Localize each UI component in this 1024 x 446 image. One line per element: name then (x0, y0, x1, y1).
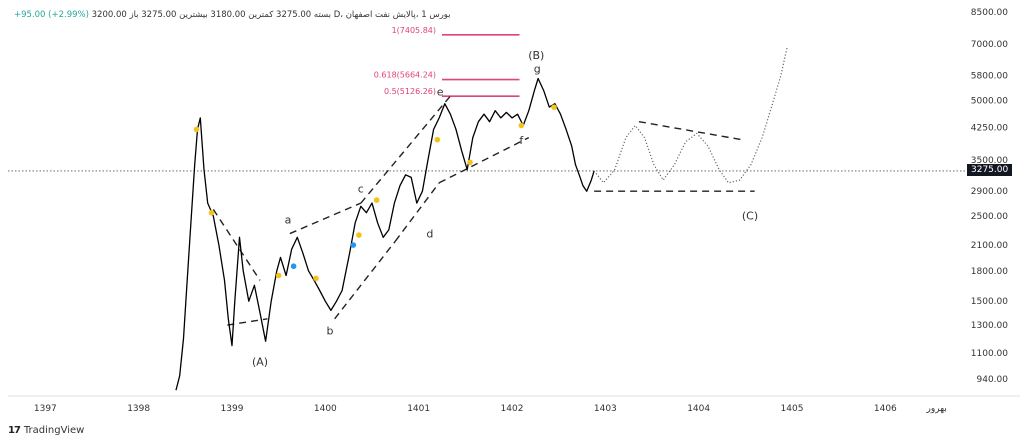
header-symbol: 1 ،پالایش نفت اصفهان (345, 10, 427, 20)
signal-marker (434, 136, 441, 143)
signal-marker (313, 275, 319, 282)
wave-label: (B) (528, 49, 544, 62)
y-tick-label: 940.00 (977, 375, 1009, 385)
header-market: D، بورس (333, 10, 451, 20)
wave-label: a (285, 213, 292, 226)
y-tick-label: 5000.00 (971, 96, 1008, 106)
chart-header: +95.00 (+2.99%) بسته 3275.00 کمترین 3180… (14, 10, 451, 20)
wave-channel-line (438, 136, 530, 184)
wave-label: (A) (252, 356, 268, 369)
x-tick-label: 1401 (407, 404, 430, 414)
price-series-line (175, 77, 595, 391)
signal-marker (208, 209, 215, 216)
wave-channel-line (360, 93, 453, 204)
last-price-badge: 3275.00 (967, 164, 1013, 176)
x-tick-label: 1397 (34, 404, 57, 414)
wave-label: c (358, 182, 364, 195)
y-tick-label: 5800.00 (971, 72, 1008, 82)
header-low: کمترین 3180.00 (210, 10, 274, 20)
x-tick-label: بهرور (926, 404, 947, 414)
signal-marker (193, 126, 200, 133)
header-open: باز 3200.00 (91, 10, 139, 20)
y-tick-label: 3500.00 (971, 156, 1008, 166)
footer: 17 TradingView (8, 425, 84, 436)
wave-label: (C) (742, 209, 758, 222)
y-tick-label: 1300.00 (971, 321, 1008, 331)
signal-marker (518, 122, 525, 129)
x-tick-label: 1403 (594, 404, 617, 414)
y-tick-label: 1100.00 (971, 349, 1008, 359)
signal-marker (356, 232, 362, 238)
y-tick-label: 2900.00 (971, 187, 1008, 197)
x-tick-label: 1399 (221, 404, 244, 414)
signal-marker (551, 104, 557, 110)
y-tick-label: 1500.00 (971, 297, 1008, 307)
wave-channel-line (212, 209, 261, 281)
tradingview-brand: TradingView (23, 425, 85, 436)
wave-label: e (437, 85, 444, 98)
wave-label: g (534, 63, 541, 76)
wave-channel-line (638, 120, 742, 141)
wave-channel-line (394, 182, 440, 242)
header-close: بسته 3275.00 (276, 10, 331, 20)
tradingview-logo-icon: 17 (8, 425, 21, 436)
y-tick-label: 2500.00 (971, 212, 1008, 222)
signal-marker (467, 159, 473, 166)
fib-level-label: 0.618(5664.24) (374, 71, 436, 80)
x-tick-label: 1400 (314, 404, 337, 414)
wave-channel-line (227, 318, 268, 326)
signal-marker (373, 197, 380, 203)
x-tick-label: 1405 (781, 404, 804, 414)
wave-label: d (426, 227, 433, 240)
wave-label: f (519, 134, 524, 147)
fib-level-label: 1(7405.84) (392, 26, 436, 35)
header-high: بیشترین 3275.00 (141, 10, 208, 20)
wave-channel-line (334, 240, 396, 320)
x-tick-label: 1402 (501, 404, 524, 414)
signal-marker (275, 272, 282, 279)
signal-marker (290, 263, 297, 270)
fib-level-label: 0.5(5126.26) (384, 87, 436, 96)
wave-channel-line (289, 202, 362, 235)
x-tick-label: 1404 (687, 404, 710, 414)
header-change: +95.00 (+2.99%) (14, 10, 89, 20)
y-tick-label: 8500.00 (971, 8, 1008, 18)
y-tick-label: 7000.00 (971, 40, 1008, 50)
wave-label: b (327, 324, 334, 337)
x-tick-label: 1398 (127, 404, 150, 414)
projection-path (593, 46, 788, 184)
x-tick-label: 1406 (874, 404, 897, 414)
y-tick-label: 1800.00 (971, 267, 1008, 277)
signal-marker (350, 242, 357, 248)
y-tick-label: 4250.00 (971, 123, 1008, 133)
y-tick-label: 2100.00 (971, 241, 1008, 251)
